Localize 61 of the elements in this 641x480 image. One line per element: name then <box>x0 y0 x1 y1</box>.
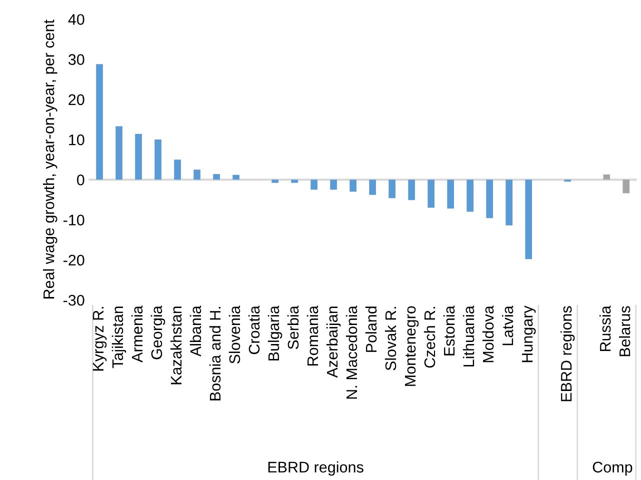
bar <box>525 180 532 260</box>
bar <box>408 180 415 200</box>
x-tick-label: Poland <box>365 306 377 352</box>
bar <box>96 64 103 180</box>
bar <box>622 180 630 194</box>
x-tick-label: Croatia <box>248 306 260 354</box>
x-tick-label: Slovak R. <box>384 307 396 370</box>
y-tick-label: 30 <box>68 54 84 65</box>
bar <box>310 180 318 190</box>
x-tick-label: Georgia <box>150 306 166 360</box>
x-tick-label: Azerbaijan <box>326 306 341 378</box>
x-tick-label: EBRD regions <box>560 306 575 402</box>
x-tick-label: Albania <box>190 306 202 357</box>
text: EBRD regions <box>268 461 364 476</box>
bar <box>350 180 356 192</box>
x-tick-label: Czech R. <box>424 307 436 368</box>
x-tick-label: Montenegro <box>405 306 419 386</box>
y-tick-label: -10 <box>63 214 84 226</box>
x-tick-label: Hungary <box>522 306 536 362</box>
x-tick-label: Lithuania <box>462 306 474 366</box>
y-tick-label: -30 <box>63 294 84 306</box>
bar <box>174 160 181 180</box>
bar <box>330 180 337 190</box>
bar <box>272 180 278 183</box>
bar <box>213 174 220 180</box>
y-tick-label: 40 <box>68 14 84 25</box>
bar <box>428 180 434 208</box>
bar <box>135 134 142 180</box>
x-tick-label: Latvia <box>502 306 514 346</box>
x-tick-label: N. Macedonia <box>346 306 358 399</box>
y-tick-label: 20 <box>68 94 84 106</box>
x-tick-label: Russia <box>599 306 611 352</box>
x-tick-label: Serbia <box>287 306 299 350</box>
bar <box>506 180 513 226</box>
y-tick-label: 10 <box>69 134 84 146</box>
x-tick-label: Kazakhstan <box>170 306 182 384</box>
x-tick-label: Estonia <box>443 306 455 356</box>
x-tick-label: Slovenia <box>228 306 240 364</box>
bar <box>369 180 376 195</box>
bar <box>603 174 610 180</box>
bar <box>388 180 396 198</box>
bar <box>116 126 122 180</box>
x-tick-label: Belarus <box>619 306 630 356</box>
bar <box>466 180 474 212</box>
y-axis-title: Real wage growth, year-on-year, per cent <box>43 20 58 298</box>
x-tick-label: Romania <box>306 306 318 366</box>
x-tick-label: Bosnia and H. <box>209 307 221 400</box>
bar <box>291 180 298 183</box>
x-tick-label: Kyrgyz R. <box>92 307 107 371</box>
bar <box>194 170 200 180</box>
x-tick-label: Tajikistan <box>112 306 126 368</box>
bar <box>232 174 240 180</box>
text: Comp <box>592 462 632 476</box>
y-tick-label: 0 <box>76 174 84 186</box>
y-tick-label: -20 <box>63 254 84 266</box>
x-tick-label: Bulgaria <box>268 306 282 360</box>
bar <box>154 140 162 180</box>
x-tick-label: Moldova <box>482 306 494 362</box>
x-tick-label: Armenia <box>131 306 143 362</box>
bar <box>447 180 454 209</box>
bar <box>486 180 493 218</box>
